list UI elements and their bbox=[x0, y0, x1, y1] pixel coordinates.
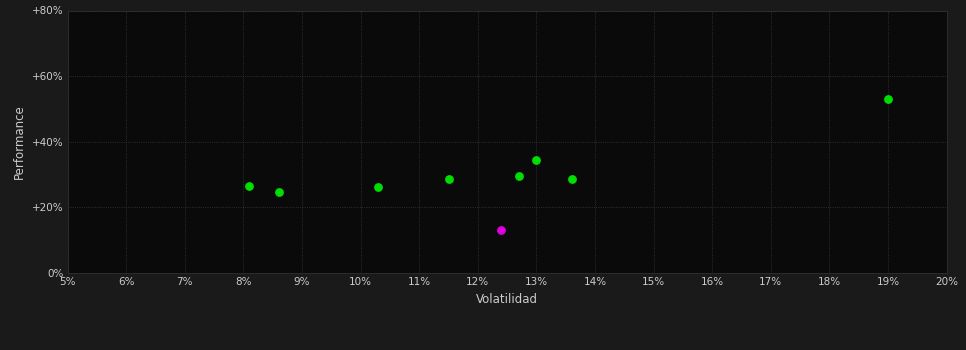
Point bbox=[494, 228, 509, 233]
Point bbox=[371, 184, 386, 190]
Point bbox=[270, 189, 286, 195]
X-axis label: Volatilidad: Volatilidad bbox=[476, 293, 538, 306]
Point bbox=[528, 157, 544, 163]
Y-axis label: Performance: Performance bbox=[14, 104, 26, 179]
Point bbox=[511, 173, 526, 179]
Point bbox=[880, 96, 895, 102]
Point bbox=[440, 177, 456, 182]
Point bbox=[242, 183, 257, 189]
Point bbox=[564, 177, 580, 182]
